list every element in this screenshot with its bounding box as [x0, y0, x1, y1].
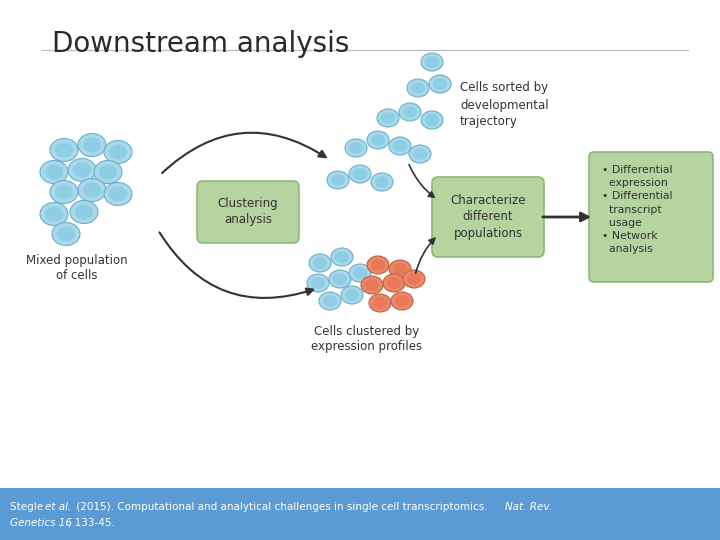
- FancyBboxPatch shape: [197, 181, 299, 243]
- Ellipse shape: [341, 286, 363, 304]
- Ellipse shape: [333, 273, 347, 285]
- Ellipse shape: [377, 109, 399, 127]
- Bar: [0, 488, 720, 540]
- Ellipse shape: [411, 82, 425, 94]
- Ellipse shape: [369, 294, 391, 312]
- Ellipse shape: [55, 143, 73, 158]
- Ellipse shape: [403, 270, 425, 288]
- Ellipse shape: [307, 274, 329, 292]
- Ellipse shape: [387, 277, 401, 289]
- Ellipse shape: [40, 202, 68, 226]
- Ellipse shape: [335, 251, 349, 263]
- Ellipse shape: [365, 279, 379, 291]
- Ellipse shape: [94, 160, 122, 184]
- Ellipse shape: [109, 186, 127, 201]
- Ellipse shape: [40, 160, 68, 184]
- Ellipse shape: [395, 295, 409, 307]
- Ellipse shape: [70, 200, 98, 224]
- Ellipse shape: [349, 264, 371, 282]
- Ellipse shape: [389, 137, 411, 155]
- Ellipse shape: [433, 78, 447, 90]
- Ellipse shape: [429, 75, 451, 93]
- Ellipse shape: [349, 142, 363, 154]
- Ellipse shape: [367, 131, 389, 149]
- Text: • Differential
  expression
• Differential
  transcript
  usage
• Network
  anal: • Differential expression • Differential…: [602, 165, 672, 254]
- Ellipse shape: [413, 148, 427, 160]
- Text: et al.: et al.: [45, 502, 71, 512]
- Ellipse shape: [319, 292, 341, 310]
- Ellipse shape: [313, 257, 327, 269]
- Text: Clustering
analysis: Clustering analysis: [217, 198, 279, 226]
- Ellipse shape: [68, 159, 96, 181]
- Ellipse shape: [383, 274, 405, 292]
- Text: Cells clustered by
expression profiles: Cells clustered by expression profiles: [312, 325, 423, 353]
- Ellipse shape: [109, 145, 127, 159]
- Ellipse shape: [73, 163, 91, 178]
- Ellipse shape: [331, 248, 353, 266]
- Ellipse shape: [345, 289, 359, 301]
- Ellipse shape: [78, 133, 106, 157]
- Ellipse shape: [78, 179, 106, 201]
- Ellipse shape: [50, 180, 78, 204]
- Ellipse shape: [83, 138, 101, 152]
- Ellipse shape: [309, 254, 331, 272]
- Ellipse shape: [391, 292, 413, 310]
- Ellipse shape: [353, 267, 367, 279]
- Ellipse shape: [399, 103, 421, 121]
- Ellipse shape: [45, 206, 63, 221]
- Ellipse shape: [421, 111, 443, 129]
- Text: Stegle: Stegle: [10, 502, 46, 512]
- Ellipse shape: [375, 176, 389, 188]
- Ellipse shape: [45, 165, 63, 179]
- Ellipse shape: [349, 165, 371, 183]
- Text: Nat. Rev.: Nat. Rev.: [505, 502, 552, 512]
- Ellipse shape: [331, 174, 345, 186]
- Text: Characterize
different
populations: Characterize different populations: [450, 194, 526, 240]
- Ellipse shape: [55, 185, 73, 199]
- Text: Genetics 16: Genetics 16: [10, 518, 72, 528]
- Text: Mixed population
of cells: Mixed population of cells: [26, 254, 128, 282]
- Ellipse shape: [373, 297, 387, 309]
- Text: , 133-45.: , 133-45.: [68, 518, 115, 528]
- Ellipse shape: [407, 79, 429, 97]
- Text: Downstream analysis: Downstream analysis: [52, 30, 349, 58]
- Ellipse shape: [50, 138, 78, 161]
- Ellipse shape: [371, 259, 385, 271]
- Ellipse shape: [104, 183, 132, 206]
- Ellipse shape: [371, 134, 385, 146]
- Ellipse shape: [52, 222, 80, 246]
- Ellipse shape: [99, 165, 117, 179]
- Ellipse shape: [323, 295, 337, 307]
- Ellipse shape: [353, 168, 367, 180]
- Ellipse shape: [104, 140, 132, 164]
- Ellipse shape: [345, 139, 367, 157]
- Text: (2015). Computational and analytical challenges in single cell transcriptomics.: (2015). Computational and analytical cha…: [73, 502, 491, 512]
- Ellipse shape: [361, 276, 383, 294]
- Ellipse shape: [393, 263, 407, 275]
- Ellipse shape: [327, 171, 349, 189]
- Ellipse shape: [409, 145, 431, 163]
- Ellipse shape: [421, 53, 443, 71]
- Ellipse shape: [367, 256, 389, 274]
- Ellipse shape: [381, 112, 395, 124]
- Ellipse shape: [371, 173, 393, 191]
- Ellipse shape: [403, 106, 417, 118]
- Ellipse shape: [75, 205, 93, 219]
- Ellipse shape: [329, 270, 351, 288]
- FancyBboxPatch shape: [432, 177, 544, 257]
- Ellipse shape: [407, 273, 421, 285]
- Ellipse shape: [425, 114, 439, 126]
- Ellipse shape: [57, 226, 75, 241]
- Ellipse shape: [389, 260, 411, 278]
- Ellipse shape: [425, 56, 439, 68]
- Text: Cells sorted by
developmental
trajectory: Cells sorted by developmental trajectory: [460, 82, 549, 129]
- Ellipse shape: [311, 277, 325, 289]
- FancyBboxPatch shape: [589, 152, 713, 282]
- Ellipse shape: [393, 140, 407, 152]
- Ellipse shape: [83, 183, 101, 198]
